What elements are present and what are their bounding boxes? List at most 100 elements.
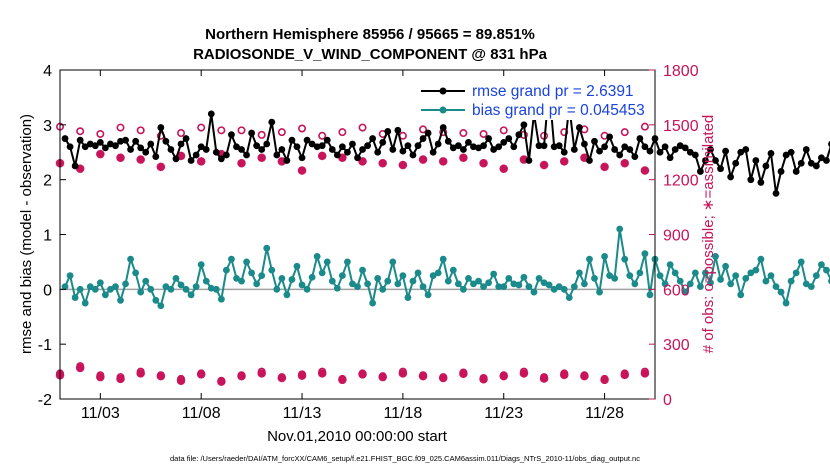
rmse-point (752, 157, 760, 164)
bias-point (389, 258, 397, 266)
bias-point (601, 253, 608, 260)
obs-assimilated-marker (378, 159, 387, 168)
bias-point (137, 288, 145, 296)
obs-assimilated-marker (96, 149, 105, 159)
legend: rmse grand pr = 2.6391 bias grand pr = 0… (415, 76, 650, 120)
bias-point (480, 283, 487, 290)
rmse-point (707, 146, 714, 153)
obs-assimilated-marker (196, 370, 206, 379)
obs-assimilated-marker (96, 372, 105, 382)
legend-box (415, 76, 650, 120)
rmse-point (747, 176, 755, 184)
obs-assimilated-marker (196, 157, 206, 166)
bias-point (747, 269, 755, 277)
rmse-point (606, 133, 614, 141)
bias-point (374, 274, 382, 282)
rmse-point (91, 142, 99, 150)
bias-point (626, 272, 634, 280)
obs-assimilated-marker (338, 153, 347, 162)
bias-point (243, 258, 250, 266)
rmse-point (202, 146, 210, 153)
bias-point (823, 266, 830, 274)
rmse-point (142, 148, 150, 156)
bias-point (253, 280, 261, 288)
rmse-point (696, 168, 704, 175)
x-tick-label: 11/18 (383, 405, 422, 422)
rmse-point (177, 140, 185, 148)
rmse-point (96, 138, 104, 146)
rmse-point (399, 147, 407, 155)
obs-possible-marker (640, 122, 649, 131)
data-file-footnote: data file: /Users/raeder/DAI/ATM_forcXX/… (170, 454, 640, 463)
rmse-point (66, 143, 74, 151)
left-axis-label: rmse and bias (model - observation) (18, 114, 35, 354)
rmse-point (434, 140, 442, 148)
bias-point (344, 258, 351, 266)
bias-point (318, 269, 326, 277)
bias-point (792, 269, 800, 277)
bias-point (298, 281, 306, 289)
rmse-point (424, 129, 432, 137)
rmse-point (757, 179, 765, 186)
bias-point (328, 277, 336, 285)
obs-possible-marker (318, 131, 327, 140)
rmse-point (641, 143, 649, 151)
obs-assimilated-marker (136, 155, 145, 164)
obs-assimilated-marker (318, 369, 327, 378)
rmse-point (601, 143, 608, 151)
rmse-point (263, 140, 271, 148)
rmse-point (742, 146, 750, 153)
rmse-point (76, 136, 84, 144)
bias-point (101, 291, 109, 299)
y-right-tick-label: 300 (663, 337, 690, 354)
rmse-point (122, 136, 129, 144)
bias-point (404, 294, 412, 301)
rmse-point (540, 142, 548, 150)
bias-point (283, 291, 291, 299)
bias-point (762, 277, 770, 285)
obs-possible-marker (419, 125, 428, 134)
rmse-point (268, 118, 276, 126)
bias-point (71, 294, 79, 301)
rmse-point (772, 189, 780, 197)
bias-point (338, 272, 346, 280)
rmse-point (465, 138, 472, 146)
bias-point (303, 285, 311, 293)
bias-point (263, 244, 271, 252)
bias-point (414, 269, 422, 277)
rmse-point (318, 142, 326, 150)
rmse-point (802, 146, 810, 153)
bias-point (177, 281, 185, 289)
bias-point (354, 283, 361, 290)
rmse-point (369, 135, 377, 142)
obs-assimilated-marker (237, 371, 246, 381)
rmse-point (197, 143, 205, 151)
rmse-point (560, 148, 568, 156)
legend-rmse-marker (439, 87, 447, 95)
bias-point (485, 279, 493, 287)
bias-point (364, 280, 371, 288)
rmse-point (212, 148, 220, 156)
bias-point (424, 291, 432, 299)
bias-point (757, 255, 765, 263)
bias-point (454, 280, 462, 288)
obs-assimilated-marker (75, 363, 85, 373)
obs-possible-marker (499, 126, 508, 135)
rmse-point (505, 135, 513, 142)
bias-point (359, 266, 366, 274)
bias-point (636, 269, 644, 277)
bias-point (91, 285, 99, 293)
rmse-point (323, 136, 331, 144)
bias-point (535, 274, 543, 282)
bias-point (66, 272, 74, 280)
rmse-point (792, 168, 800, 175)
y-left-tick-label: -2 (38, 392, 52, 409)
obs-assimilated-marker (499, 164, 508, 173)
obs-possible-marker (217, 126, 226, 135)
bias-point (444, 277, 452, 285)
obs-assimilated-marker (237, 159, 246, 168)
rmse-point (797, 159, 805, 167)
rmse-point (243, 151, 250, 159)
series-layer (55, 83, 830, 386)
bias-point (732, 272, 740, 280)
